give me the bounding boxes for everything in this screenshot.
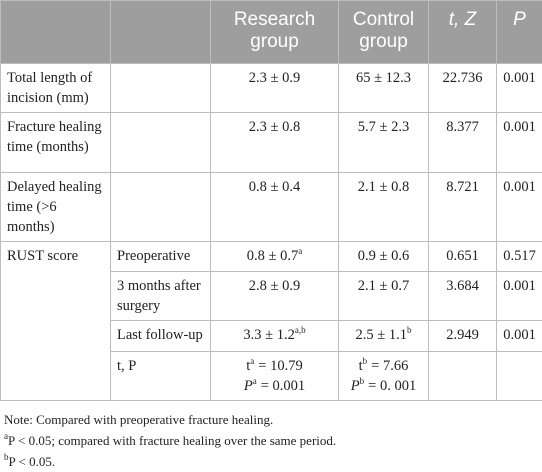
note-text: P < 0.05. bbox=[9, 454, 56, 469]
p-cell: 0.001 bbox=[497, 321, 542, 352]
test-sup: b bbox=[363, 356, 368, 366]
note: bP < 0.05. bbox=[4, 451, 538, 472]
test-symbol: P bbox=[351, 378, 360, 394]
value-sup: b bbox=[407, 325, 412, 335]
value: 2.3 ± 0.8 bbox=[249, 119, 300, 135]
value-cell: 2.1 ± 0.7 bbox=[339, 272, 429, 321]
value: 2.5 ± 1.1 bbox=[356, 327, 407, 343]
value-cell: 0.9 ± 0.6 bbox=[339, 242, 429, 272]
sub-label: t, P bbox=[111, 352, 211, 401]
table-row: Total length of incision (mm) 2.3 ± 0.9 65… bbox=[1, 64, 542, 113]
note: aP < 0.05; compared with fracture healin… bbox=[4, 430, 538, 451]
sub-label: 3 months after surgery bbox=[111, 272, 211, 321]
test-sup: a bbox=[250, 356, 254, 366]
table-row: Fracture healing time (months) 2.3 ± 0.8 5… bbox=[1, 113, 542, 173]
stat-cell: 8.377 bbox=[429, 113, 497, 173]
stat-cell: 2.949 bbox=[429, 321, 497, 352]
stat-cell: 8.721 bbox=[429, 173, 497, 242]
value: 65 ± 12.3 bbox=[356, 70, 411, 86]
value-sup: a,b bbox=[295, 325, 306, 335]
p-cell: 0.517 bbox=[497, 242, 542, 272]
value: 2.1 ± 0.7 bbox=[358, 278, 409, 294]
header-cell bbox=[111, 1, 211, 64]
header-cell: Research group bbox=[211, 1, 339, 64]
notes: Note: Compared with preoperative fractur… bbox=[0, 401, 542, 472]
value: 2.3 ± 0.9 bbox=[249, 70, 300, 86]
value: 2.8 ± 0.9 bbox=[249, 278, 300, 294]
value-cell: 0.8 ± 0.4 bbox=[211, 173, 339, 242]
data-table: Research group Control group t, Z P Tota… bbox=[0, 0, 542, 401]
stat-cell: 3.684 bbox=[429, 272, 497, 321]
stat-cell: 0.651 bbox=[429, 242, 497, 272]
header-cell: Control group bbox=[339, 1, 429, 64]
test-value: = 10.79 bbox=[258, 358, 302, 374]
note-text: P < 0.05; compared with fracture healing… bbox=[8, 433, 336, 448]
test-line: Pb= 0. 001 bbox=[345, 376, 422, 396]
row-label: Fracture healing time (months) bbox=[1, 113, 111, 173]
sub-label: Last follow-up bbox=[111, 321, 211, 352]
stat-cell: 22.736 bbox=[429, 64, 497, 113]
value: 5.7 ± 2.3 bbox=[358, 119, 409, 135]
page: Research group Control group t, Z P Tota… bbox=[0, 0, 542, 450]
empty-cell bbox=[429, 352, 497, 401]
test-value: = 0.001 bbox=[261, 378, 305, 394]
empty-cell bbox=[497, 352, 542, 401]
value-cell: 65 ± 12.3 bbox=[339, 64, 429, 113]
value-sup: a bbox=[298, 246, 302, 256]
test-sup: b bbox=[360, 376, 365, 386]
table-row: Delayed healing time (>6 months) 0.8 ± 0.… bbox=[1, 173, 542, 242]
value-cell: 2.1 ± 0.8 bbox=[339, 173, 429, 242]
value: 0.8 ± 0.7 bbox=[247, 248, 298, 264]
p-cell: 0.001 bbox=[497, 113, 542, 173]
value: 0.9 ± 0.6 bbox=[358, 248, 409, 264]
sub-label: Preoperative bbox=[111, 242, 211, 272]
value-cell: 2.3 ± 0.8 bbox=[211, 113, 339, 173]
row-label: Total length of incision (mm) bbox=[1, 64, 111, 113]
value-cell: 0.8 ± 0.7a bbox=[211, 242, 339, 272]
empty-cell bbox=[111, 64, 211, 113]
p-cell: 0.001 bbox=[497, 64, 542, 113]
test-sup: a bbox=[253, 376, 257, 386]
header-cell bbox=[1, 1, 111, 64]
test-line: tb= 7.66 bbox=[345, 356, 422, 376]
value-cell: 2.5 ± 1.1b bbox=[339, 321, 429, 352]
value: 0.8 ± 0.4 bbox=[249, 179, 300, 195]
p-cell: 0.001 bbox=[497, 272, 542, 321]
test-symbol: P bbox=[244, 378, 253, 394]
value: 2.1 ± 0.8 bbox=[358, 179, 409, 195]
value-cell: 5.7 ± 2.3 bbox=[339, 113, 429, 173]
row-label: Delayed healing time (>6 months) bbox=[1, 173, 111, 242]
header-cell: t, Z bbox=[429, 1, 497, 64]
header-row: Research group Control group t, Z P bbox=[1, 1, 542, 64]
value-cell: 3.3 ± 1.2a,b bbox=[211, 321, 339, 352]
row-label: RUST score bbox=[1, 242, 111, 401]
value: 3.3 ± 1.2 bbox=[243, 327, 294, 343]
table-body: Total length of incision (mm) 2.3 ± 0.9 65… bbox=[1, 64, 542, 401]
p-cell: 0.001 bbox=[497, 173, 542, 242]
header-cell: P bbox=[497, 1, 542, 64]
empty-cell bbox=[111, 173, 211, 242]
test-line: ta= 10.79 bbox=[217, 356, 332, 376]
value-cell: 2.8 ± 0.9 bbox=[211, 272, 339, 321]
test-line: Pa = 0.001 bbox=[217, 376, 332, 396]
test-value: = 0. 001 bbox=[368, 378, 416, 394]
test-value: = 7.66 bbox=[371, 358, 408, 374]
value-cell: 2.3 ± 0.9 bbox=[211, 64, 339, 113]
note: Note: Compared with preoperative fractur… bbox=[4, 409, 538, 430]
empty-cell bbox=[111, 113, 211, 173]
